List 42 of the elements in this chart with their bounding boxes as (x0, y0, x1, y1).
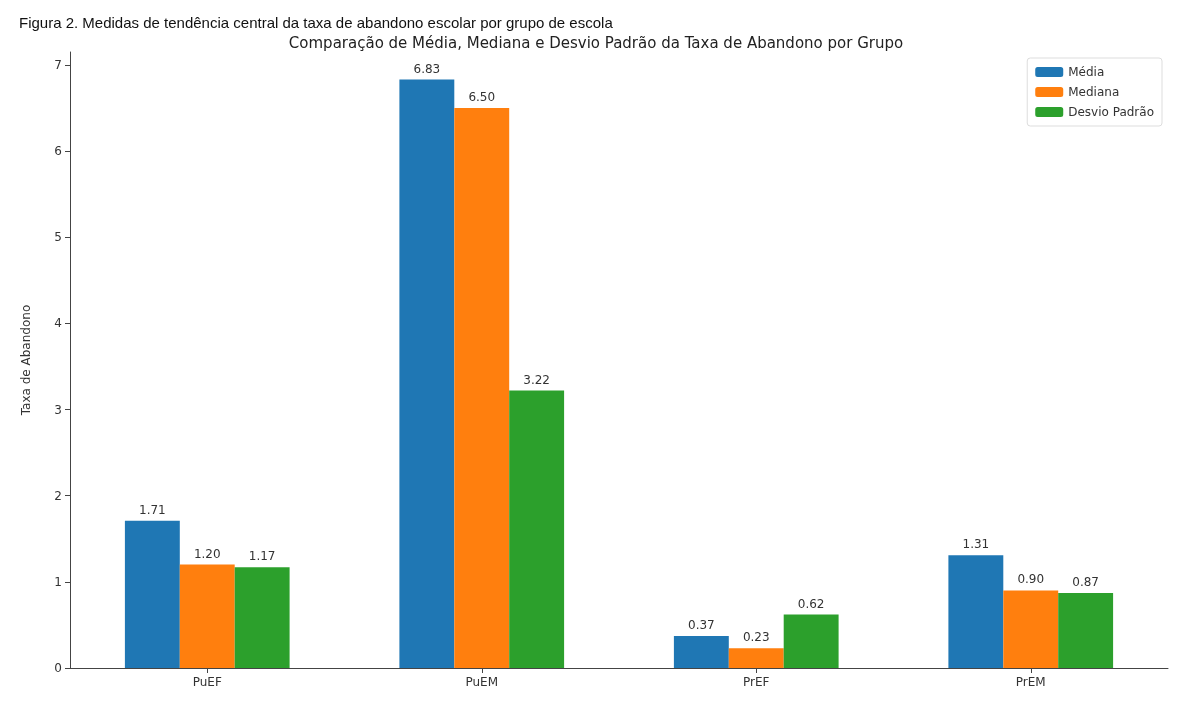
text: 1.71 (138, 502, 166, 517)
text: Figura 2. Medidas de tendência central da taxa de abandono escolar por grupo de escola (19, 14, 614, 31)
bar (509, 390, 565, 668)
y-tick-label: 2 (54, 488, 62, 503)
bar (673, 636, 729, 668)
x-tick-label: PrEM (1015, 675, 1046, 689)
text: 0.87 (1072, 575, 1100, 590)
text: 1.31 (962, 537, 990, 552)
text: 0.90 (1017, 572, 1045, 587)
bar (124, 520, 180, 668)
y-tick-label: 4 (54, 316, 62, 331)
y-tick-label: 7 (54, 57, 62, 72)
bar (234, 567, 290, 668)
text: 0.37 (687, 618, 715, 633)
legend-label: Desvio Padrão (1068, 105, 1154, 119)
y-axis-title: Taxa de Abandono (19, 304, 33, 417)
bar (399, 79, 455, 668)
y-tick-label: 0 (54, 661, 62, 675)
y-tick-label: 3 (54, 402, 62, 417)
text: 1.17 (248, 549, 276, 564)
bar (1003, 590, 1059, 668)
x-tick-label: PuEM (465, 675, 499, 689)
text: 1.20 (193, 546, 221, 561)
y-tick-label: 1 (54, 574, 62, 589)
text: 6.50 (468, 90, 496, 104)
bar (1058, 593, 1114, 668)
x-tick-label: PrEF (743, 675, 770, 689)
text: 0.62 (797, 596, 825, 611)
y-tick-label: 6 (54, 144, 62, 159)
text: 6.83 (413, 61, 441, 76)
y-tick-label: 5 (54, 230, 62, 245)
bar (179, 564, 235, 668)
bar (454, 108, 510, 668)
legend-label: Média (1068, 65, 1105, 79)
x-tick-label: PuEF (192, 675, 222, 689)
text: 3.22 (523, 372, 551, 387)
text: 0.23 (742, 630, 770, 645)
legend-label: Mediana (1068, 85, 1120, 99)
bar (783, 614, 839, 668)
bar (948, 555, 1004, 668)
bar (728, 648, 784, 668)
chart-title: Comparação de Média, Mediana e Desvio Padrão da Taxa de Abandono por Grupo (288, 33, 904, 52)
